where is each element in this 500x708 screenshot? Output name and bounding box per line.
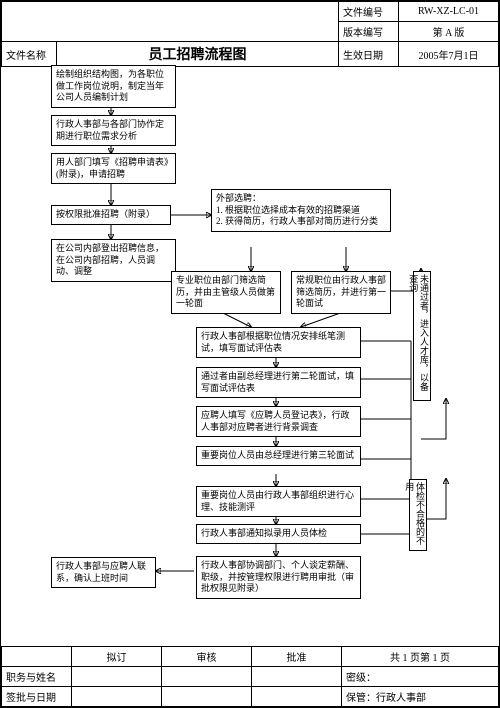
ftr-pageinfo: 共 1 页第 1 页 bbox=[342, 647, 499, 667]
node-16: 行政人事部与应聘人联系，确认上班时间 bbox=[51, 557, 156, 588]
header-table: 文件编号 RW-XZ-LC-01 版本编写 第 A 版 文件名称 员工招聘流程图… bbox=[1, 1, 499, 67]
page: 文件编号 RW-XZ-LC-01 版本编写 第 A 版 文件名称 员工招聘流程图… bbox=[0, 0, 500, 708]
ftr-review: 审核 bbox=[162, 647, 252, 667]
ftr-keep: 保管：行政人事部 bbox=[342, 687, 499, 707]
side-a: 未通过者，进入人才库，以备查询 bbox=[413, 271, 431, 401]
node-5: 在公司内部登出招聘信息，在公司内部招聘，人员调动、调整 bbox=[51, 239, 176, 282]
node-1: 绘制组织结构图，为各职位做工作岗位说明，制定当年公司人员编制计划 bbox=[51, 65, 176, 108]
doc-no: RW-XZ-LC-01 bbox=[399, 2, 499, 22]
node-8: 常规职位由行政人事部筛选简历，并进行第一轮面试 bbox=[291, 271, 391, 314]
ftr-sign: 签批与日期 bbox=[2, 687, 72, 707]
node-12: 重要岗位人员由总经理进行第三轮面试 bbox=[196, 446, 361, 466]
node-15: 行政人事部协调部门、个人谈定薪酬、职级，并按管理权限进行聘用审批（审批权限见附录… bbox=[196, 556, 361, 599]
ver: 第 A 版 bbox=[399, 22, 499, 42]
node-10: 通过者由副总经理进行第二轮面试，填写面试评估表 bbox=[196, 367, 361, 398]
node-14: 行政人事部通知拟录用人员体检 bbox=[196, 524, 361, 544]
node-2: 行政人事部与各部门协作定期进行职位需求分析 bbox=[51, 115, 176, 146]
ftr-sec: 密级： bbox=[342, 667, 499, 687]
footer-table: 拟订 审核 批准 共 1 页第 1 页 职务与姓名 密级： 签批与日期 保管：行… bbox=[1, 646, 499, 707]
node-4: 按权限批准招聘（附录） bbox=[51, 205, 171, 225]
side-b: 体检不合格的不用 bbox=[409, 479, 427, 551]
ftr-role: 职务与姓名 bbox=[2, 667, 72, 687]
flowchart: 绘制组织结构图，为各职位做工作岗位说明，制定当年公司人员编制计划 行政人事部与各… bbox=[1, 59, 499, 639]
doc-no-label: 文件编号 bbox=[339, 2, 399, 22]
node-11: 应聘人填写《应聘人员登记表》，行政人事部对应聘者进行背景调查 bbox=[196, 406, 361, 437]
node-6: 外部选聘： 1. 根据职位选择成本有效的招聘渠道 2. 获得简历，行政人事部对简… bbox=[211, 189, 391, 232]
node-3: 用人部门填写《招聘申请表》(附录)，申请招聘 bbox=[51, 153, 176, 184]
ver-label: 版本编写 bbox=[339, 22, 399, 42]
ftr-approve: 批准 bbox=[252, 647, 342, 667]
node-7: 专业职位由部门筛选简历，并由主管级人员做第一轮面 bbox=[171, 271, 281, 314]
node-13: 重要岗位人员由行政人事部组织进行心理、技能测评 bbox=[196, 486, 361, 517]
ftr-draft: 拟订 bbox=[72, 647, 162, 667]
node-9: 行政人事部根据职位情况安排纸笔测试，填写面试评估表 bbox=[196, 327, 361, 358]
